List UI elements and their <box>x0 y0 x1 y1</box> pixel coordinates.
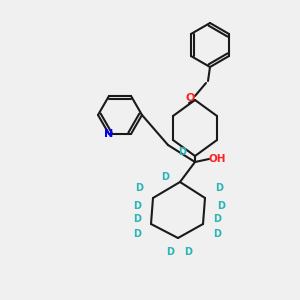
Text: O: O <box>185 93 195 103</box>
Text: D: D <box>161 172 169 182</box>
Text: D: D <box>215 183 223 193</box>
Text: D: D <box>217 201 225 211</box>
Text: D: D <box>166 247 174 257</box>
Text: D: D <box>213 229 221 239</box>
Text: OH: OH <box>208 154 226 164</box>
Text: D: D <box>133 201 141 211</box>
Text: D: D <box>178 147 186 157</box>
Text: D: D <box>133 214 141 224</box>
Text: D: D <box>184 247 192 257</box>
Text: N: N <box>104 129 114 139</box>
Text: D: D <box>133 229 141 239</box>
Text: D: D <box>213 214 221 224</box>
Text: D: D <box>135 183 143 193</box>
